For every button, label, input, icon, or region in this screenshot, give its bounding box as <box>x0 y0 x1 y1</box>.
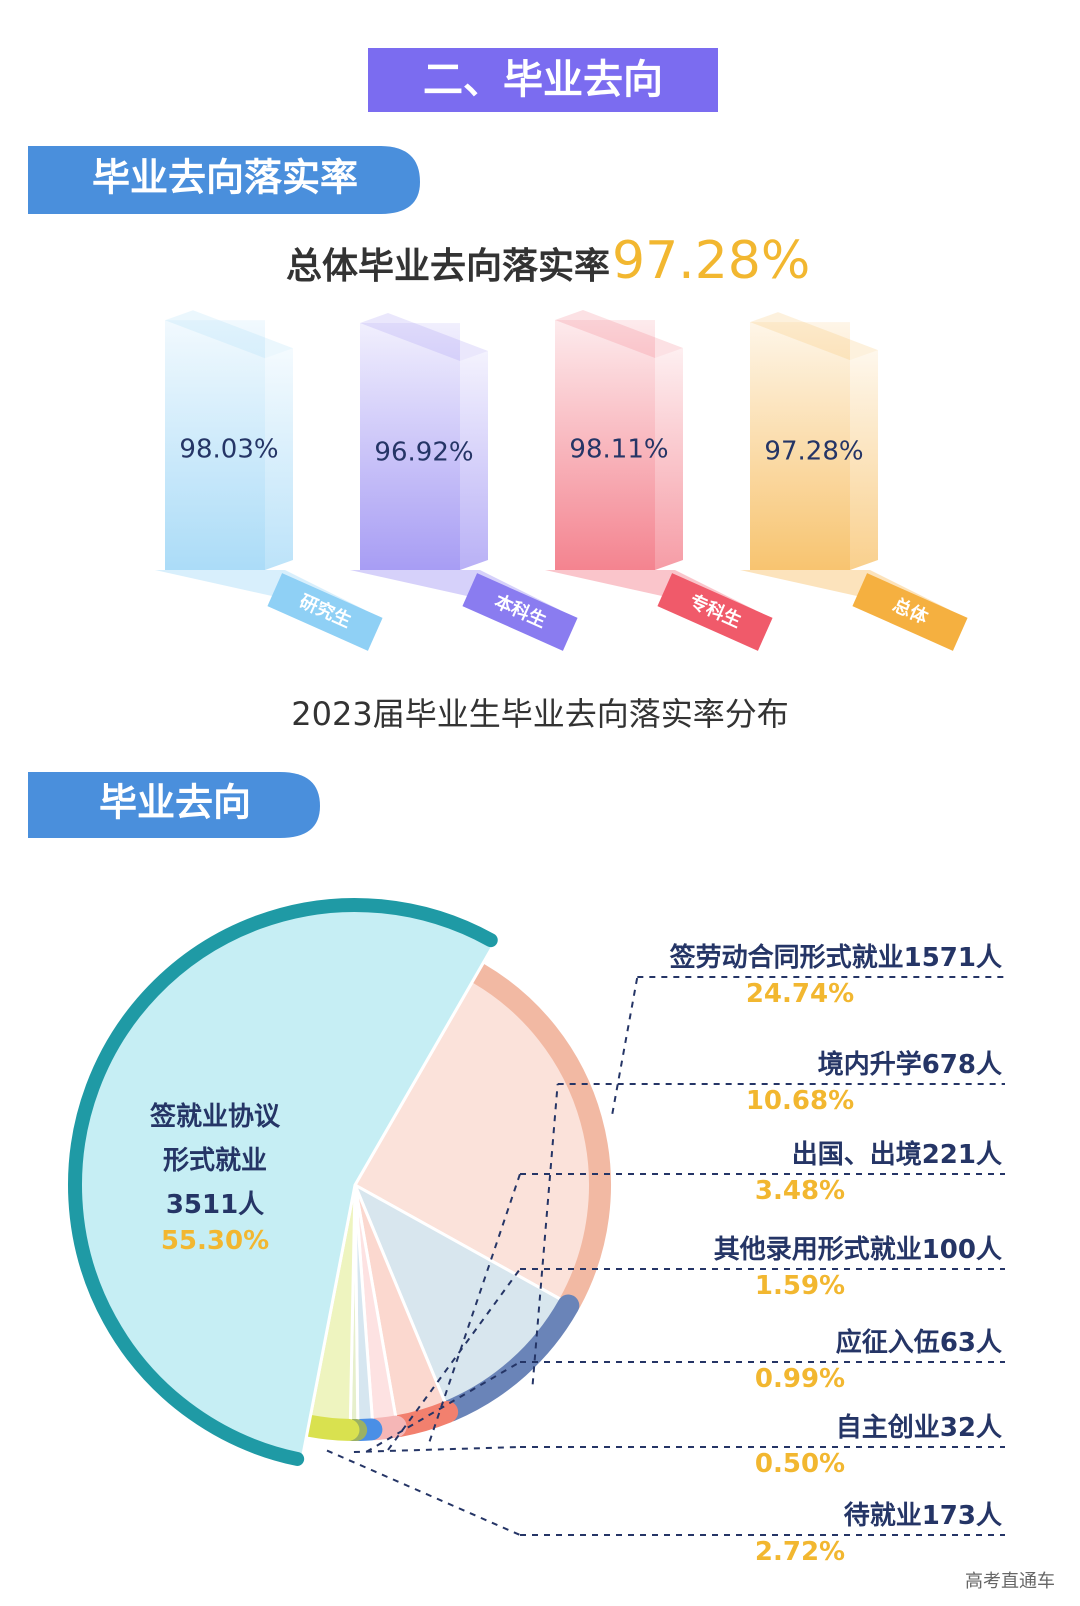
count-label: 63人 <box>939 1328 1002 1358</box>
slice-label: 待就业173人 <box>844 1495 1002 1532</box>
leader-line <box>387 1268 521 1451</box>
category-label: 出国、出境 <box>791 1140 922 1170</box>
chart-caption: 2023届毕业生毕业去向落实率分布 <box>291 695 788 733</box>
slice-label: 签就业协议形式就业 3511人 55.30% <box>140 1095 290 1255</box>
leader-line <box>326 1449 521 1536</box>
category-tag <box>462 573 578 651</box>
section-tab <box>28 772 320 838</box>
count-label: 1571人 <box>903 943 1002 973</box>
bar <box>165 320 265 570</box>
header-title: 二、毕业去向 <box>423 57 663 103</box>
bar-side <box>655 348 683 570</box>
leader-line <box>353 1446 521 1453</box>
slice-label: 自主创业32人 <box>836 1407 1002 1444</box>
count-label: 678人 <box>921 1050 1002 1080</box>
category-label: 签劳动合同形式就业 <box>669 943 904 973</box>
slice-label: 境内升学678人 <box>818 1044 1002 1081</box>
bar <box>555 320 655 570</box>
header-box <box>368 48 718 112</box>
section-title: 毕业去向 <box>99 781 251 825</box>
bar-side <box>460 351 488 570</box>
value-label: 3.48% <box>754 1176 846 1206</box>
count-label: 32人 <box>939 1413 1002 1443</box>
category-label: 境内升学 <box>817 1050 922 1080</box>
category-tag <box>657 573 773 651</box>
headline-text: 总体毕业去向落实率 <box>286 246 610 287</box>
watermark: 高考直通车 <box>965 1571 1055 1592</box>
count-label: 221人 <box>921 1140 1002 1170</box>
bar <box>360 323 460 570</box>
value-label: 55.30% <box>160 1226 270 1256</box>
section-tab <box>28 146 420 214</box>
slice-arc <box>467 962 611 1314</box>
category-tag <box>852 573 968 651</box>
slice-label: 应征入伍63人 <box>836 1322 1002 1359</box>
value-label: 98.03% <box>179 435 278 465</box>
category-label: 应征入伍 <box>835 1328 940 1358</box>
value-label: 0.99% <box>754 1364 846 1394</box>
value-label: 2.72% <box>754 1537 846 1567</box>
slice-label: 出国、出境221人 <box>792 1134 1002 1171</box>
slice-arc <box>439 1294 580 1422</box>
count-label: 100人 <box>921 1235 1002 1265</box>
value-label: 1.59% <box>754 1271 846 1301</box>
value-label: 98.11% <box>569 435 668 465</box>
value-label: 97.28% <box>764 437 863 467</box>
category-label: 其他录用形式就业 <box>713 1235 922 1265</box>
slice-arc <box>299 1414 360 1441</box>
value-label: 0.50% <box>754 1449 846 1479</box>
value-label: 24.74% <box>745 979 855 1009</box>
category-label: 自主创业 <box>835 1413 940 1443</box>
category-label: 待就业 <box>843 1501 922 1531</box>
count-label: 173人 <box>921 1501 1002 1531</box>
bar <box>750 322 850 570</box>
value-label: 96.92% <box>374 438 473 468</box>
value-label: 10.68% <box>745 1086 855 1116</box>
bar-side <box>850 350 878 570</box>
leader-line <box>611 976 639 1114</box>
bar-side <box>265 348 293 570</box>
category-label: 签就业协议形式就业 <box>149 1102 280 1176</box>
headline-value: 97.28% <box>612 231 810 291</box>
category-tag <box>267 573 383 651</box>
count-label: 3511人 <box>165 1190 265 1220</box>
leader-line <box>365 1361 521 1453</box>
leader-line <box>531 1083 559 1385</box>
section-title: 毕业去向落实率 <box>92 156 358 200</box>
slice-label: 其他录用形式就业100人 <box>714 1229 1002 1266</box>
slice-arc <box>68 898 498 1466</box>
slice-label: 签劳动合同形式就业1571人 <box>670 937 1002 974</box>
